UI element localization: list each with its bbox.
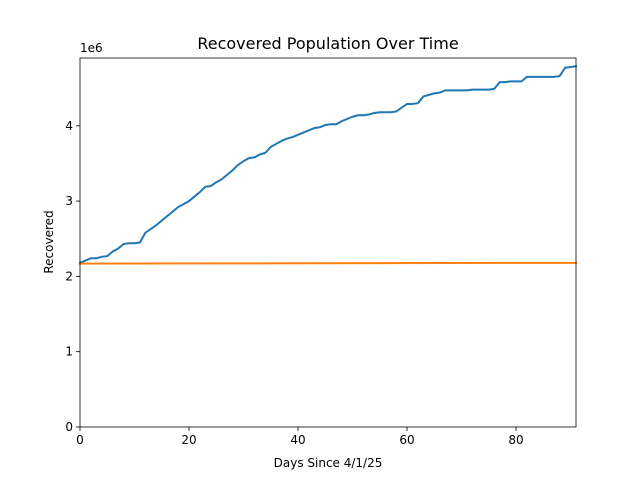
x-tick-label: 40: [290, 433, 305, 447]
x-tick-label: 80: [508, 433, 523, 447]
x-axis-ticks: 0 20 40 60 80: [76, 427, 524, 447]
x-tick-label: 0: [76, 433, 84, 447]
plot-area: [78, 65, 578, 265]
axes-frame: [79, 57, 577, 428]
series-line-2: [78, 261, 578, 265]
y-tick-label: 0: [65, 420, 73, 434]
x-tick-label: 20: [181, 433, 196, 447]
y-tick-label: 4: [65, 119, 73, 133]
y-axis-label: Recovered: [42, 210, 56, 273]
y-tick-label: 3: [65, 194, 73, 208]
x-tick-label: 60: [399, 433, 414, 447]
y-tick-label: 2: [65, 269, 73, 283]
y-scale-label: 1e6: [80, 41, 103, 55]
x-axis-label: Days Since 4/1/25: [274, 456, 383, 470]
y-tick-label: 1: [65, 345, 73, 359]
y-axis-ticks: 0 1 2 3 4: [65, 119, 80, 434]
series-line-1: [78, 65, 578, 265]
chart-title: Recovered Population Over Time: [197, 34, 458, 53]
